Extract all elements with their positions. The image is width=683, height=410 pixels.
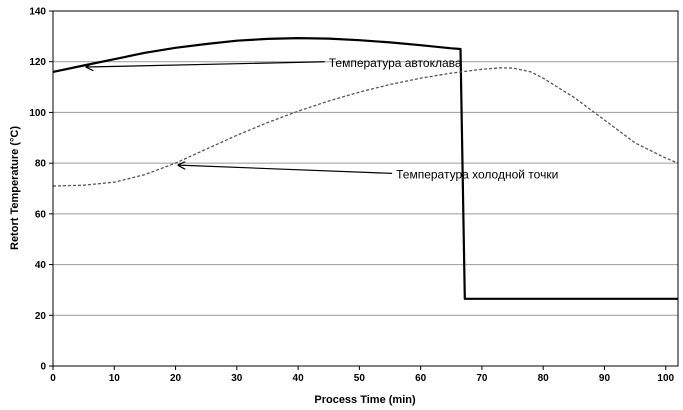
y-axis-title: Retort Temperature (°C) — [9, 126, 21, 250]
x-tick-label: 90 — [599, 373, 611, 384]
y-tick-label: 140 — [29, 7, 46, 18]
x-tick-label: 60 — [415, 373, 427, 384]
x-tick-label: 80 — [538, 373, 550, 384]
y-tick-label: 120 — [29, 57, 46, 68]
annotation-label: Температура холодной точки — [396, 167, 558, 181]
x-tick-label: 20 — [170, 373, 182, 384]
x-tick-label: 0 — [50, 373, 56, 384]
series-line-cold-point — [52, 67, 679, 187]
y-tick-label: 100 — [29, 108, 46, 119]
y-tick-label: 60 — [35, 209, 47, 220]
y-tick-label: 0 — [40, 362, 46, 373]
x-axis: 0 10 20 30 40 50 60 70 80 90 100 — [50, 366, 675, 384]
plot-area — [53, 11, 678, 366]
y-tick-label: 40 — [35, 260, 47, 271]
annotation-label: Температура автоклава — [329, 56, 462, 70]
y-axis: 0 20 40 60 80 100 120 140 — [29, 7, 53, 373]
gridlines — [53, 61, 678, 316]
x-tick-label: 70 — [476, 373, 488, 384]
x-axis-title: Process Time (min) — [314, 394, 416, 406]
series-layer — [52, 36, 679, 300]
y-tick-label: 80 — [35, 159, 47, 170]
x-tick-label: 100 — [657, 373, 674, 384]
x-tick-label: 40 — [293, 373, 305, 384]
x-tick-label: 50 — [354, 373, 366, 384]
x-tick-label: 10 — [109, 373, 121, 384]
plot-border — [52, 10, 679, 367]
annotations: Температура автоклава Температура холодно… — [87, 56, 558, 181]
annotation-arrow — [179, 165, 393, 174]
y-tick-label: 20 — [35, 311, 47, 322]
x-tick-label: 30 — [231, 373, 243, 384]
series-line-retort — [52, 36, 678, 300]
annotation-arrow — [87, 61, 325, 67]
